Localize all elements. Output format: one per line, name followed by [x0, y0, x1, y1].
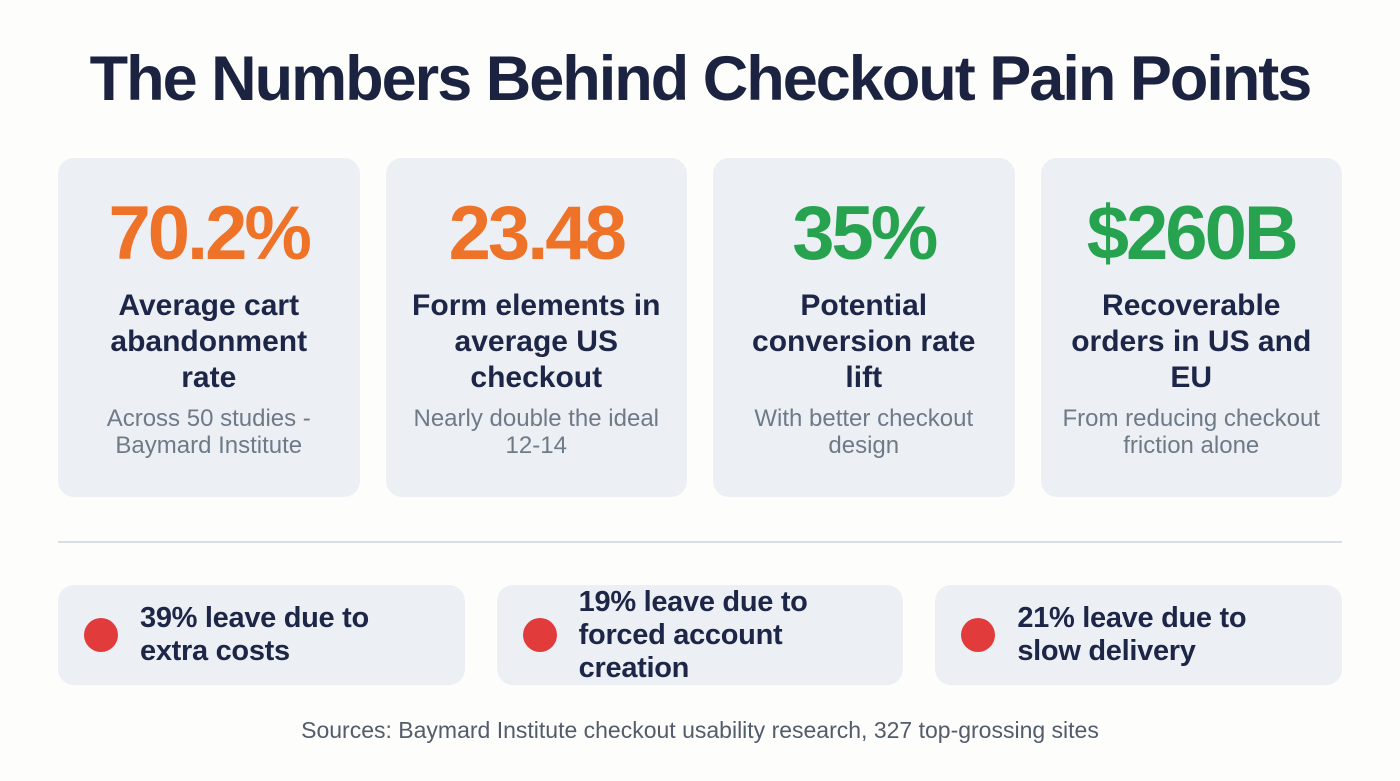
- horizontal-divider: [58, 541, 1342, 544]
- sources-footer: Sources: Baymard Institute checkout usab…: [301, 717, 1099, 744]
- red-dot-icon: [522, 618, 557, 653]
- stat-value: 70.2%: [108, 191, 312, 277]
- stat-card-row: 70.2% Average cart abandonment rate Acro…: [58, 158, 1342, 498]
- stat-label: Potential conversion rate lift: [752, 289, 976, 395]
- stat-card-conversion-lift: 35% Potential conversion rate lift With …: [713, 158, 1015, 498]
- stat-label: Recoverable orders in US and EU: [1071, 289, 1312, 395]
- stat-value: $260B: [1086, 191, 1299, 277]
- stat-label: Average cart abandonment rate: [110, 289, 308, 395]
- stat-value: 35%: [792, 191, 938, 277]
- reason-extra-costs: 39% leave due to extra costs: [58, 585, 465, 686]
- stat-sublabel: With better checkout design: [754, 405, 974, 459]
- stat-card-cart-abandonment: 70.2% Average cart abandonment rate Acro…: [58, 158, 360, 498]
- stat-card-recoverable-orders: $260B Recoverable orders in US and EU Fr…: [1040, 158, 1342, 498]
- stat-sublabel: From reducing checkout friction alone: [1062, 405, 1320, 459]
- reason-slow-delivery: 21% leave due to slow delivery: [935, 585, 1343, 686]
- stat-label: Form elements in average US checkout: [412, 289, 661, 395]
- reason-text: 39% leave due to extra costs: [140, 602, 369, 668]
- stat-sublabel: Nearly double the ideal 12-14: [413, 405, 660, 459]
- page-title: The Numbers Behind Checkout Pain Points: [89, 44, 1313, 114]
- red-dot-icon: [84, 618, 118, 653]
- abandonment-reasons-row: 39% leave due to extra costs 19% leave d…: [58, 585, 1343, 686]
- reason-text: 21% leave due to slow delivery: [1017, 602, 1247, 668]
- stat-value: 23.48: [448, 191, 627, 277]
- reason-forced-account: 19% leave due to forced account creation: [496, 585, 904, 686]
- red-dot-icon: [961, 618, 996, 653]
- stat-card-form-elements: 23.48 Form elements in average US checko…: [385, 158, 687, 498]
- reason-text: 19% leave due to forced account creation: [578, 585, 808, 684]
- stat-sublabel: Across 50 studies - Baymard Institute: [106, 405, 311, 459]
